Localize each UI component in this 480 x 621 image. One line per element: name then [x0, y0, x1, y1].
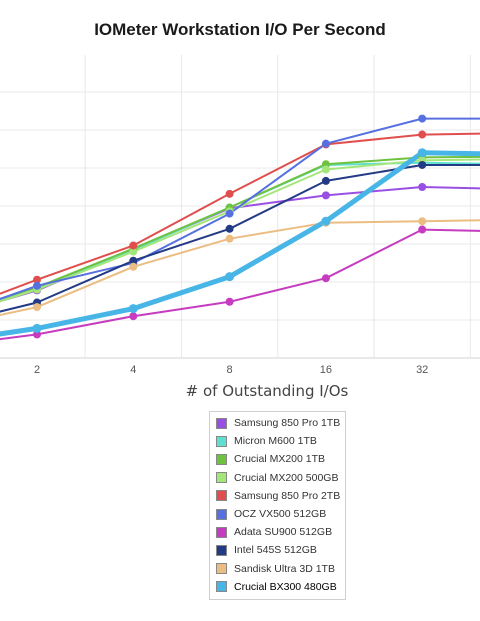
data-point[interactable]: [418, 183, 427, 191]
data-point[interactable]: [225, 189, 234, 198]
legend-label: Crucial MX200 500GB: [234, 471, 339, 484]
legend-item[interactable]: Crucial MX200 1TB: [210, 450, 345, 468]
legend-swatch: [216, 435, 227, 447]
plot-area: 2 4 8 16 32: [0, 55, 480, 376]
data-point[interactable]: [417, 148, 427, 158]
data-point[interactable]: [321, 216, 331, 226]
legend-label: Samsung 850 Pro 2TB: [234, 489, 341, 502]
data-point[interactable]: [33, 275, 41, 284]
x-tick-label: 8: [227, 364, 233, 376]
data-point[interactable]: [129, 312, 138, 321]
legend-swatch: [216, 544, 227, 556]
legend-swatch: [216, 453, 227, 465]
legend-swatch: [216, 417, 227, 429]
legend: Samsung 850 Pro 1TB Micron M600 1TB Crucia…: [209, 411, 346, 600]
legend-swatch: [216, 508, 227, 520]
legend-swatch: [216, 563, 227, 575]
data-point[interactable]: [129, 247, 138, 256]
legend-swatch: [216, 581, 227, 593]
data-point[interactable]: [418, 225, 427, 234]
legend-item[interactable]: OCZ VX500 512GB: [210, 505, 345, 523]
series-points[interactable]: [32, 114, 427, 339]
data-point[interactable]: [321, 176, 330, 185]
data-point[interactable]: [321, 274, 330, 283]
series-line[interactable]: [0, 117, 480, 320]
x-tick-label: 2: [34, 364, 40, 376]
data-point[interactable]: [321, 191, 330, 200]
x-tick-label: 4: [130, 364, 136, 376]
legend-item[interactable]: Samsung 850 Pro 1TB: [210, 414, 345, 432]
x-tick-label: 32: [416, 364, 428, 376]
legend-label: OCZ VX500 512GB: [234, 508, 327, 521]
data-point[interactable]: [33, 330, 41, 339]
legend-item[interactable]: Intel 545S 512GB: [210, 541, 345, 559]
legend-label: Intel 545S 512GB: [234, 544, 317, 557]
x-tick-label: 16: [320, 364, 332, 376]
data-point[interactable]: [32, 323, 42, 333]
series-line[interactable]: [0, 158, 480, 320]
data-point[interactable]: [33, 303, 41, 312]
legend-item[interactable]: Sandisk Ultra 3D 1TB: [210, 560, 345, 578]
data-point[interactable]: [418, 130, 427, 139]
legend-swatch: [216, 490, 227, 502]
data-point[interactable]: [129, 262, 138, 271]
grid: [0, 55, 480, 359]
legend-item[interactable]: Adata SU900 512GB: [210, 523, 345, 541]
data-point[interactable]: [225, 209, 234, 218]
data-point[interactable]: [225, 234, 234, 243]
data-point[interactable]: [225, 297, 234, 306]
legend-label: Crucial BX300 480GB: [234, 580, 337, 593]
data-point[interactable]: [418, 160, 427, 169]
data-point[interactable]: [33, 281, 41, 290]
legend-label: Crucial MX200 1TB: [234, 453, 326, 466]
x-tick-labels: 2 4 8 16 32: [34, 364, 428, 376]
data-point[interactable]: [129, 241, 138, 250]
legend-label: Micron M600 1TB: [234, 435, 317, 448]
legend-item[interactable]: Crucial BX300 480GB: [210, 578, 345, 596]
data-point[interactable]: [225, 224, 234, 233]
legend-label: Adata SU900 512GB: [234, 526, 333, 539]
series-lines[interactable]: [0, 117, 480, 347]
x-axis-label: # of Outstanding I/Os: [185, 382, 349, 400]
legend-item[interactable]: Samsung 850 Pro 2TB: [210, 487, 345, 505]
data-point[interactable]: [321, 139, 330, 148]
legend-swatch: [216, 526, 227, 538]
chart-title: IOMeter Workstation I/O Per Second: [94, 20, 386, 39]
data-point[interactable]: [321, 165, 330, 174]
legend-label: Sandisk Ultra 3D 1TB: [234, 562, 335, 575]
legend-swatch: [216, 472, 227, 484]
data-point[interactable]: [418, 217, 427, 226]
data-point[interactable]: [128, 304, 138, 314]
legend-item[interactable]: Crucial MX200 500GB: [210, 469, 345, 487]
series-line[interactable]: [0, 150, 480, 343]
series-line[interactable]: [0, 161, 480, 319]
data-point[interactable]: [418, 114, 427, 123]
legend-label: Samsung 850 Pro 1TB: [234, 417, 341, 430]
legend-item[interactable]: Micron M600 1TB: [210, 432, 345, 450]
data-point[interactable]: [129, 256, 138, 265]
data-point[interactable]: [225, 272, 235, 282]
